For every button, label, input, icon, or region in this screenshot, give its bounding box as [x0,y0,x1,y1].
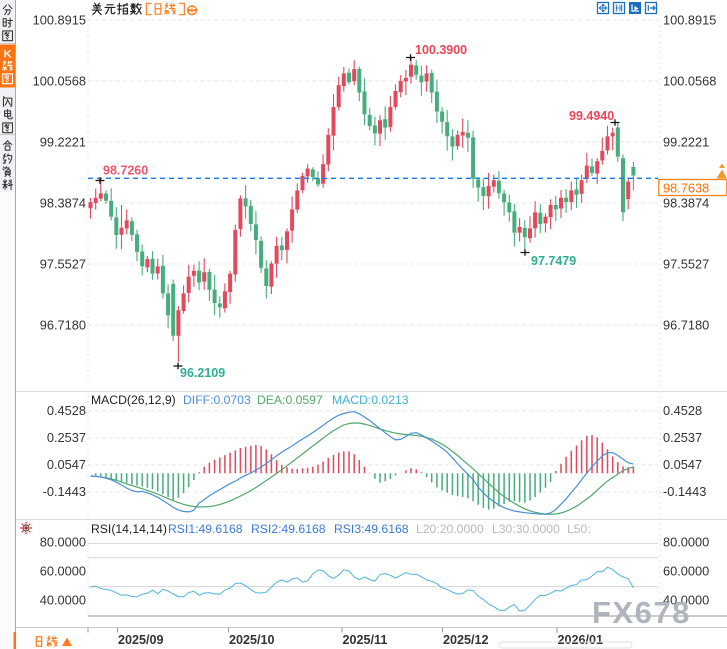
svg-text:99.2221: 99.2221 [40,134,86,149]
svg-text:2025/11: 2025/11 [343,633,388,647]
svg-text:MACD:0.0213: MACD:0.0213 [332,393,409,407]
svg-text:96.7180: 96.7180 [663,317,709,332]
svg-text:99.4940: 99.4940 [569,109,614,123]
svg-text:0.0547: 0.0547 [47,457,86,472]
svg-text:99.2221: 99.2221 [663,134,709,149]
svg-text:80.0000: 80.0000 [663,534,709,549]
svg-text:98.3874: 98.3874 [663,195,709,210]
svg-text:2026/01: 2026/01 [558,633,604,647]
svg-text:100.8915: 100.8915 [663,12,716,27]
svg-text:100.0568: 100.0568 [33,73,86,88]
svg-text:2025/09: 2025/09 [118,633,164,647]
svg-text:-0.1443: -0.1443 [663,484,706,499]
svg-text:100.3900: 100.3900 [415,43,467,57]
svg-text:DEA:0.0597: DEA:0.0597 [257,393,323,407]
svg-text:L30:30.0000: L30:30.0000 [492,522,560,536]
svg-text:97.7479: 97.7479 [531,254,576,268]
svg-text:100.0568: 100.0568 [663,73,716,88]
svg-text:RSI(14,14,14): RSI(14,14,14) [91,522,167,536]
svg-text:60.0000: 60.0000 [663,564,709,579]
svg-text:96.7180: 96.7180 [40,317,86,332]
svg-text:2025/10: 2025/10 [229,633,275,647]
svg-text:0.4528: 0.4528 [47,403,86,418]
svg-text:DIFF:0.0703: DIFF:0.0703 [183,393,251,407]
svg-text:FX678: FX678 [592,595,691,630]
svg-text:RSI2:49.6168: RSI2:49.6168 [251,522,326,536]
svg-text:98.3874: 98.3874 [40,195,86,210]
svg-text:RSI1:49.6168: RSI1:49.6168 [168,522,243,536]
svg-text:K: K [4,49,12,61]
svg-text:100.8915: 100.8915 [33,12,86,27]
svg-text:60.0000: 60.0000 [40,564,86,579]
svg-text:0.0547: 0.0547 [663,457,702,472]
svg-text:98.7638: 98.7638 [663,180,709,195]
svg-text:80.0000: 80.0000 [40,534,86,549]
svg-text:0.2537: 0.2537 [663,430,702,445]
svg-text:L20:20.0000: L20:20.0000 [416,522,484,536]
svg-text:97.5527: 97.5527 [40,256,86,271]
svg-text:40.0000: 40.0000 [40,593,86,608]
svg-text:0.4528: 0.4528 [663,403,702,418]
svg-text:RSI3:49.6168: RSI3:49.6168 [334,522,409,536]
svg-text:-0.1443: -0.1443 [43,484,86,499]
svg-text:0.2537: 0.2537 [47,430,86,445]
svg-text:40.0000: 40.0000 [663,593,709,608]
svg-text:MACD(26,12,9): MACD(26,12,9) [91,393,176,407]
svg-text:2025/12: 2025/12 [443,633,489,647]
svg-text:96.2109: 96.2109 [180,366,225,380]
svg-text:98.7260: 98.7260 [103,164,148,178]
svg-text:97.5527: 97.5527 [663,256,709,271]
svg-text:L50:: L50: [567,522,591,536]
